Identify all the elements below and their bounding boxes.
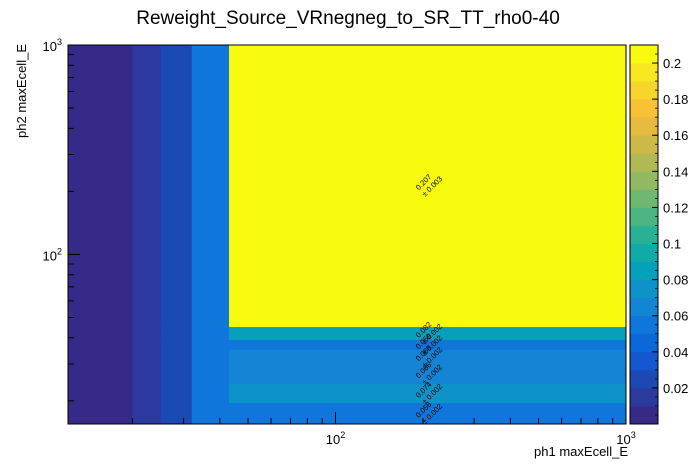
colorbar-swatch <box>630 387 658 407</box>
heatmap-cell <box>191 403 230 425</box>
colorbar-swatch <box>630 333 658 353</box>
colorbar-tick-label: 0.04 <box>663 345 688 360</box>
colorbar-swatch <box>630 351 658 371</box>
heatmap-cell <box>132 45 161 328</box>
heatmap-cell <box>229 327 627 341</box>
heatmap-cell <box>132 340 161 351</box>
heatmap-cells <box>68 45 627 425</box>
colorbar-swatch <box>630 297 658 317</box>
heatmap-cell <box>160 340 193 351</box>
heatmap-cell <box>160 363 193 385</box>
heatmap-cell <box>229 45 627 328</box>
colorbar-tick-label: 0.02 <box>663 381 688 396</box>
chart-title: Reweight_Source_VRnegneg_to_SR_TT_rho0-4… <box>136 8 560 29</box>
colorbar-tick-label: 0.18 <box>663 92 688 107</box>
colorbar-swatch <box>630 171 658 190</box>
heatmap-cell <box>68 403 133 425</box>
plot-frame <box>67 44 627 425</box>
y-axis-title: ph2 maxEcell_E <box>14 44 29 138</box>
heatmap-cell <box>160 327 193 341</box>
heatmap-cell <box>132 384 161 404</box>
heatmap-cell <box>160 384 193 404</box>
colorbar-swatch <box>630 279 658 299</box>
colorbar-tick-label: 0.2 <box>663 56 681 71</box>
heatmap-cell <box>68 45 133 328</box>
colorbar-tick-label: 0.12 <box>663 200 688 215</box>
heatmap-cell <box>132 363 161 385</box>
heatmap-cell <box>229 340 627 351</box>
heatmap-cell <box>160 45 193 328</box>
heatmap-cell <box>191 340 230 351</box>
colorbar-swatch <box>630 99 658 118</box>
colorbar-swatch <box>630 117 658 136</box>
heatmap-cell <box>132 403 161 425</box>
colorbar-swatch <box>630 153 658 172</box>
colorbar-tick-label: 0.1 <box>663 237 681 252</box>
colorbar-swatch <box>630 315 658 335</box>
heatmap-cell <box>191 363 230 385</box>
colorbar-swatch <box>630 63 658 82</box>
heatmap-cell <box>160 403 193 425</box>
x-axis-title: ph1 maxEcell_E <box>534 444 628 459</box>
colorbar-swatch <box>630 243 658 262</box>
heatmap-cell <box>132 349 161 365</box>
colorbar-swatch <box>630 405 658 425</box>
heatmap-cell <box>68 349 133 365</box>
heatmap-cell <box>229 384 627 404</box>
colorbar-tick-label: 0.06 <box>663 309 688 324</box>
colorbar-swatch <box>630 369 658 389</box>
colorbar-swatch <box>630 45 658 64</box>
heatmap-cell <box>229 363 627 385</box>
colorbar-swatch <box>630 189 658 208</box>
heatmap-cell <box>132 327 161 341</box>
heatmap-cell <box>191 349 230 365</box>
heatmap-cell <box>191 45 230 328</box>
colorbar-swatch <box>630 135 658 154</box>
colorbar: 0.02 0.04 0.06 0.08 0.1 0.12 0.14 0.16 0.18 0.2 <box>629 44 688 425</box>
heatmap-cell <box>191 327 230 341</box>
colorbar-swatch <box>630 207 658 226</box>
heatmap-cell <box>68 327 133 341</box>
colorbar-swatch <box>630 261 658 281</box>
colorbar-tick-label: 0.08 <box>663 273 688 288</box>
heatmap-cell <box>229 349 627 365</box>
heatmap-cell <box>191 384 230 404</box>
heatmap-cell <box>68 384 133 404</box>
colorbar-tick-label: 0.16 <box>663 128 688 143</box>
heatmap-cell <box>160 349 193 365</box>
colorbar-tick-label: 0.14 <box>663 164 688 179</box>
heatmap-cell <box>229 403 627 425</box>
colorbar-swatch <box>630 81 658 100</box>
colorbar-swatch <box>630 225 658 244</box>
heatmap-cell <box>68 363 133 385</box>
heatmap-cell <box>68 340 133 351</box>
